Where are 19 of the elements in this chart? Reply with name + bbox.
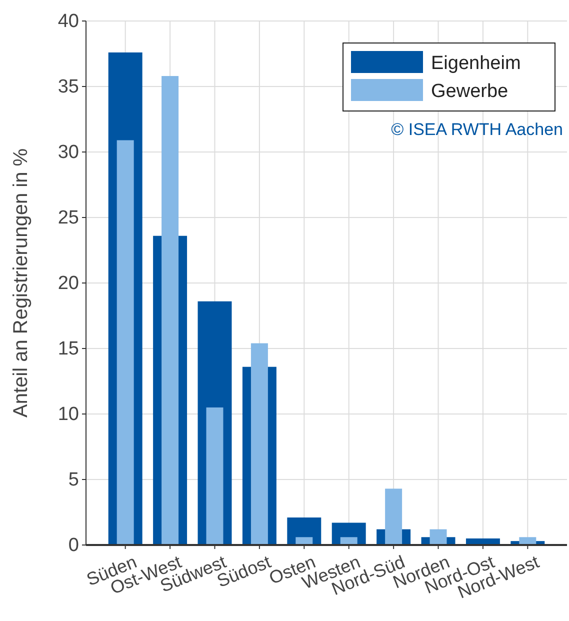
bar <box>116 140 134 545</box>
annotation: © ISEA RWTH Aachen <box>391 120 563 139</box>
bar <box>250 343 268 545</box>
bar <box>206 407 224 545</box>
y-axis-title: Anteil an Registrierungen in % <box>10 148 32 418</box>
bar <box>162 76 179 545</box>
legend-label: Gewerbe <box>431 81 508 102</box>
y-tick-label: 15 <box>58 338 79 360</box>
y-tick-label: 10 <box>58 404 79 426</box>
bar <box>385 488 402 545</box>
y-tick-label: 25 <box>58 208 79 229</box>
y-tick-label: 5 <box>68 470 79 491</box>
legend-label: Eigenheim <box>431 53 521 74</box>
y-tick-label: 35 <box>58 76 79 98</box>
y-tick-label: 40 <box>58 11 79 32</box>
y-tick-label: 0 <box>68 535 79 556</box>
bar <box>430 529 447 545</box>
y-tick-label: 30 <box>58 142 79 164</box>
y-tick-label: 20 <box>58 273 79 294</box>
